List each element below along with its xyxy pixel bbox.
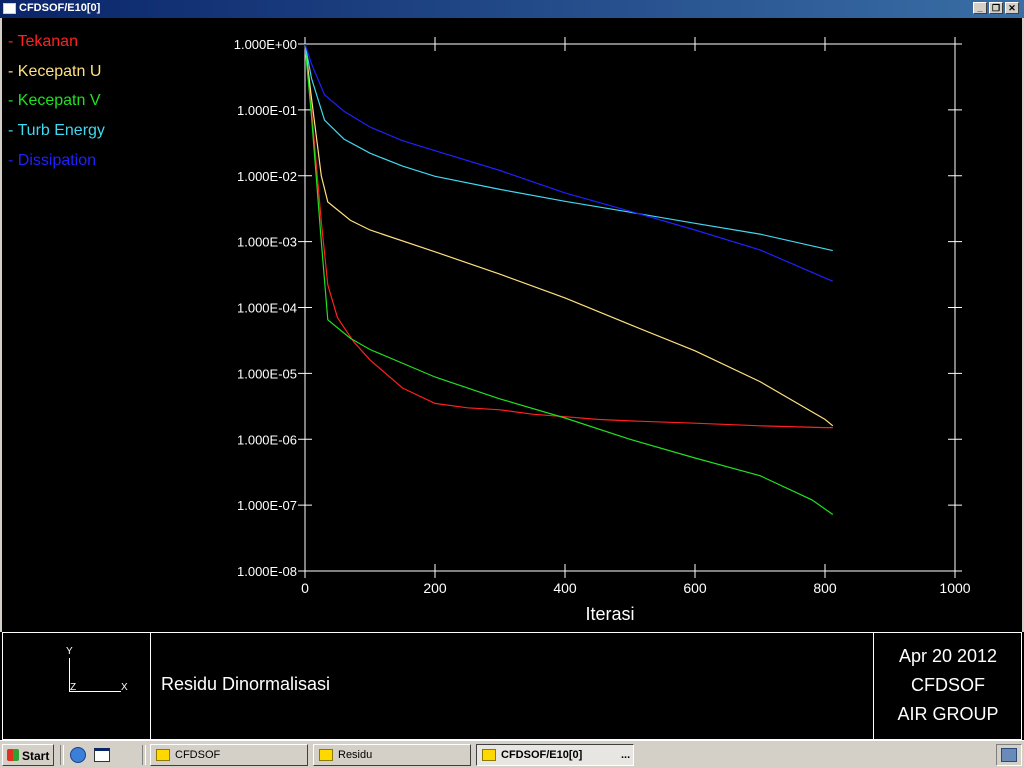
x-tick-label: 400 <box>553 580 577 596</box>
window-title: CFDSOF/E10[0] <box>19 2 101 14</box>
network-tray-icon[interactable] <box>1001 748 1017 762</box>
close-button[interactable]: ✕ <box>1005 2 1019 14</box>
residual-chart: 1.000E+00 1.000E-01 1.000E-02 1.000E-03 1.00… <box>234 37 971 624</box>
axis-triad: Y Z X <box>60 646 140 706</box>
info-company: AIR GROUP <box>897 704 999 724</box>
x-tick-label: 800 <box>813 580 837 596</box>
y-tick-label: 1.000E-03 <box>237 235 297 250</box>
task-more: ... <box>621 749 631 761</box>
footer-divider <box>150 632 874 740</box>
triad-y-label: Y <box>66 646 73 657</box>
task-residu[interactable]: Residu <box>313 744 471 766</box>
x-tick-label: 0 <box>301 580 309 596</box>
taskbar: Start CFDSOF Residu CFDSOF/E10[0] ... <box>0 740 1024 768</box>
legend-dissipation: - Dissipation <box>8 152 97 169</box>
y-tick-label: 1.000E-02 <box>237 169 297 184</box>
cfdsof-app-icon <box>482 749 496 761</box>
x-tick-label: 1000 <box>939 580 970 596</box>
x-axis-label: Iterasi <box>585 604 634 624</box>
series-line-kecepatn-u <box>304 43 834 427</box>
restore-button[interactable]: ❐ <box>989 2 1003 14</box>
series-line-dissipation <box>304 43 834 282</box>
task-cfdsof[interactable]: CFDSOF <box>150 744 308 766</box>
legend-turb-energy: - Turb Energy <box>8 122 105 139</box>
triad-z-label: Z <box>70 682 77 693</box>
plot-footer: Y Z X Residu Dinormalisasi Apr 20 2012 C… <box>0 632 1024 740</box>
series-line-tekanan <box>304 43 833 429</box>
info-block: Apr 20 2012 CFDSOF AIR GROUP <box>874 642 1022 729</box>
info-product: CFDSOF <box>911 675 985 695</box>
series-line-kecepatn-v <box>304 43 834 515</box>
window-title-bar: CFDSOF/E10[0] _ ❐ ✕ <box>0 0 1024 18</box>
triad-x-line <box>69 691 121 692</box>
series-line-turb-energy <box>304 43 833 252</box>
task-label: CFDSOF <box>175 749 221 761</box>
y-tick-label: 1.000E+00 <box>234 37 297 52</box>
windows-logo-icon <box>7 749 19 761</box>
system-tray <box>996 744 1022 766</box>
plot-frame <box>304 43 956 572</box>
quicklaunch-separator <box>60 745 64 765</box>
y-tick-label: 1.000E-01 <box>237 103 297 118</box>
start-label: Start <box>22 749 50 763</box>
cfdsof-app-icon <box>156 749 170 761</box>
quicklaunch-separator-2 <box>142 745 146 765</box>
minimize-button[interactable]: _ <box>973 2 987 14</box>
y-tick-label: 1.000E-07 <box>237 498 297 513</box>
task-label: CFDSOF/E10[0] <box>501 749 583 761</box>
chart-title: Residu Dinormalisasi <box>161 674 331 694</box>
x-tick-label: 200 <box>423 580 447 596</box>
start-button[interactable]: Start <box>2 744 54 766</box>
task-cfdsof-e10[interactable]: CFDSOF/E10[0] ... <box>476 744 634 766</box>
show-desktop-icon[interactable] <box>94 748 110 762</box>
task-label: Residu <box>338 749 373 761</box>
legend-tekanan: - Tekanan <box>8 33 78 50</box>
x-tick-label: 600 <box>683 580 707 596</box>
y-tick-label: 1.000E-06 <box>237 432 297 447</box>
plot-area <box>0 18 1024 632</box>
triad-x-label: X <box>121 682 128 693</box>
app-icon[interactable] <box>3 3 16 14</box>
triad-y-line <box>69 658 70 692</box>
footer-frame <box>2 632 1022 740</box>
y-tick-label: 1.000E-05 <box>237 366 297 381</box>
legend-kecepatan-u: - Kecepatn U <box>8 63 102 80</box>
info-date: Apr 20 2012 <box>898 646 998 666</box>
legend-kecepatan-v: - Kecepatn V <box>8 92 101 109</box>
cfdsof-app-icon <box>319 749 333 761</box>
y-tick-label: 1.000E-04 <box>237 301 297 316</box>
ie-quicklaunch-icon[interactable] <box>70 747 86 763</box>
y-tick-label: 1.000E-08 <box>237 564 297 579</box>
